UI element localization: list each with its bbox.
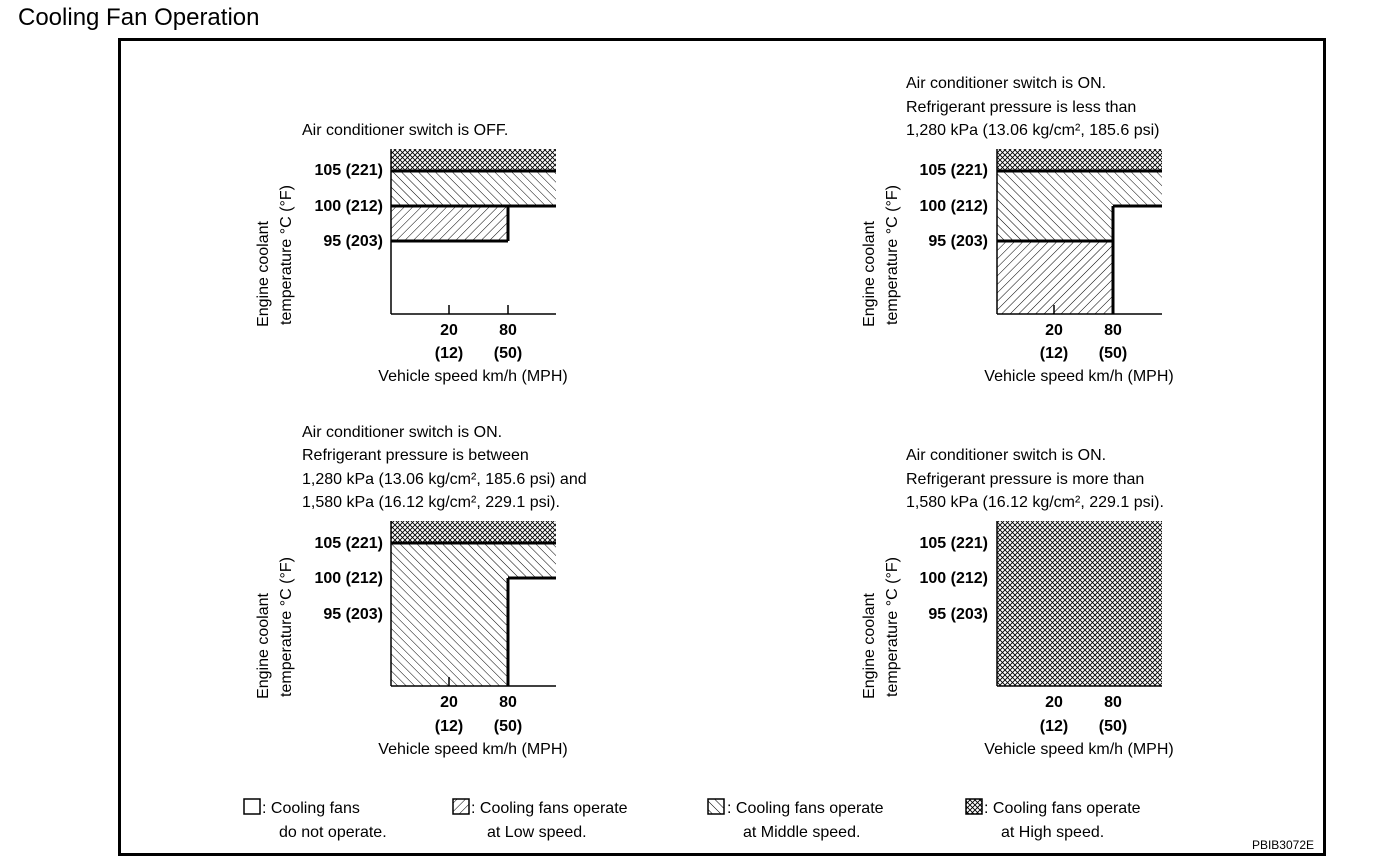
panel-caption-line: Refrigerant pressure is less than [906,99,1136,116]
legend-item-mid: : Cooling fans operate at Middle speed. [707,798,884,841]
legend-text: : Cooling fans [262,800,360,817]
x-axis-label: Vehicle speed km/h (MPH) [984,368,1173,385]
y-tick-label: 105 (221) [920,535,989,552]
legend-item-high: : Cooling fans operate at High speed. [965,798,1141,841]
x-tick-label: 80 [1104,322,1122,339]
legend-text: do not operate. [279,824,387,841]
panel-caption-line: 1,580 kPa (16.12 kg/cm², 229.1 psi). [302,494,560,511]
zone-high [391,521,556,543]
y-tick-label: 100 (212) [920,570,989,587]
panel-caption-line: Air conditioner switch is ON. [906,447,1106,464]
legend-item-off: : Cooling fans do not operate. [243,798,387,841]
zone-mid [997,171,1162,206]
legend-swatch-mid [707,798,725,815]
legend-swatch-high [965,798,983,815]
zone-mid [391,171,556,206]
y-tick-label: 105 (221) [315,162,384,179]
legend-swatch-low [452,798,470,815]
panel-caption-line: 1,580 kPa (16.12 kg/cm², 229.1 psi). [906,494,1164,511]
panel-caption-line: Air conditioner switch is OFF. [302,122,508,139]
panel-caption-line: Air conditioner switch is ON. [302,424,502,441]
y-axis-label: temperature °C (°F) [278,557,295,697]
x-tick-label: (50) [1099,718,1127,735]
y-axis-label: Engine coolant [861,221,878,327]
y-tick-label: 95 (203) [928,233,988,250]
x-axis-label: Vehicle speed km/h (MPH) [984,741,1173,758]
panel-caption-line: Refrigerant pressure is between [302,447,529,464]
x-tick-label: 20 [1045,694,1063,711]
x-tick-label: 80 [499,694,517,711]
y-axis-label: Engine coolant [255,593,272,699]
zone-mid [997,206,1113,241]
y-tick-label: 100 (212) [920,198,989,215]
zone-low [391,206,508,241]
x-tick-label: 20 [440,322,458,339]
zone-low [997,241,1113,314]
y-axis-label: temperature °C (°F) [278,185,295,325]
zone-high [997,149,1162,171]
legend-text: : Cooling fans operate [727,800,884,817]
y-tick-label: 95 (203) [928,606,988,623]
panel-caption-line: 1,280 kPa (13.06 kg/cm², 185.6 psi) and [302,471,587,488]
x-tick-label: (12) [435,345,463,362]
x-tick-label: 20 [1045,322,1063,339]
page-title: Cooling Fan Operation [18,4,260,31]
x-axis-label: Vehicle speed km/h (MPH) [378,368,567,385]
x-tick-label: 80 [1104,694,1122,711]
legend-text: at Low speed. [487,824,587,841]
y-axis-label: Engine coolant [255,221,272,327]
diagram-frame [118,38,1326,856]
y-tick-label: 95 (203) [323,606,383,623]
y-tick-label: 100 (212) [315,198,384,215]
legend-text: at Middle speed. [743,824,860,841]
x-tick-label: (12) [1040,345,1068,362]
legend: : Cooling fans do not operate. : Cooling… [243,798,1141,841]
panel-ac-on-high-pressure: Air conditioner switch is ON. Refrigeran… [861,447,1174,758]
x-tick-label: (12) [435,718,463,735]
zone-high [391,149,556,171]
y-axis-label: temperature °C (°F) [884,185,901,325]
y-tick-label: 95 (203) [323,233,383,250]
zone-mid [391,578,508,686]
legend-text: : Cooling fans operate [471,800,628,817]
figure-code: PBIB3072E [1251,838,1314,852]
zone-mid [391,543,556,578]
panel-ac-on-mid-pressure: Air conditioner switch is ON. Refrigeran… [255,424,587,758]
y-tick-label: 100 (212) [315,570,384,587]
x-tick-label: (50) [494,718,522,735]
panel-caption-line: 1,280 kPa (13.06 kg/cm², 185.6 psi) [906,122,1159,139]
panel-caption-line: Air conditioner switch is ON. [906,75,1106,92]
legend-text: at High speed. [1001,824,1104,841]
x-axis-label: Vehicle speed km/h (MPH) [378,741,567,758]
y-axis-label: Engine coolant [861,593,878,699]
zone-high [997,521,1162,686]
x-tick-label: (50) [1099,345,1127,362]
panel-caption-line: Refrigerant pressure is more than [906,471,1144,488]
panel-ac-on-low-pressure: Air conditioner switch is ON. Refrigeran… [861,75,1174,385]
y-axis-label: temperature °C (°F) [884,557,901,697]
x-tick-label: (50) [494,345,522,362]
panel-ac-off: Air conditioner switch is OFF. 105 (221)… [255,122,568,385]
y-tick-label: 105 (221) [920,162,989,179]
legend-item-low: : Cooling fans operate at Low speed. [452,798,628,841]
legend-text: : Cooling fans operate [984,800,1141,817]
x-tick-label: 20 [440,694,458,711]
y-tick-label: 105 (221) [315,535,384,552]
x-tick-label: 80 [499,322,517,339]
x-tick-label: (12) [1040,718,1068,735]
legend-swatch-none [243,798,261,815]
